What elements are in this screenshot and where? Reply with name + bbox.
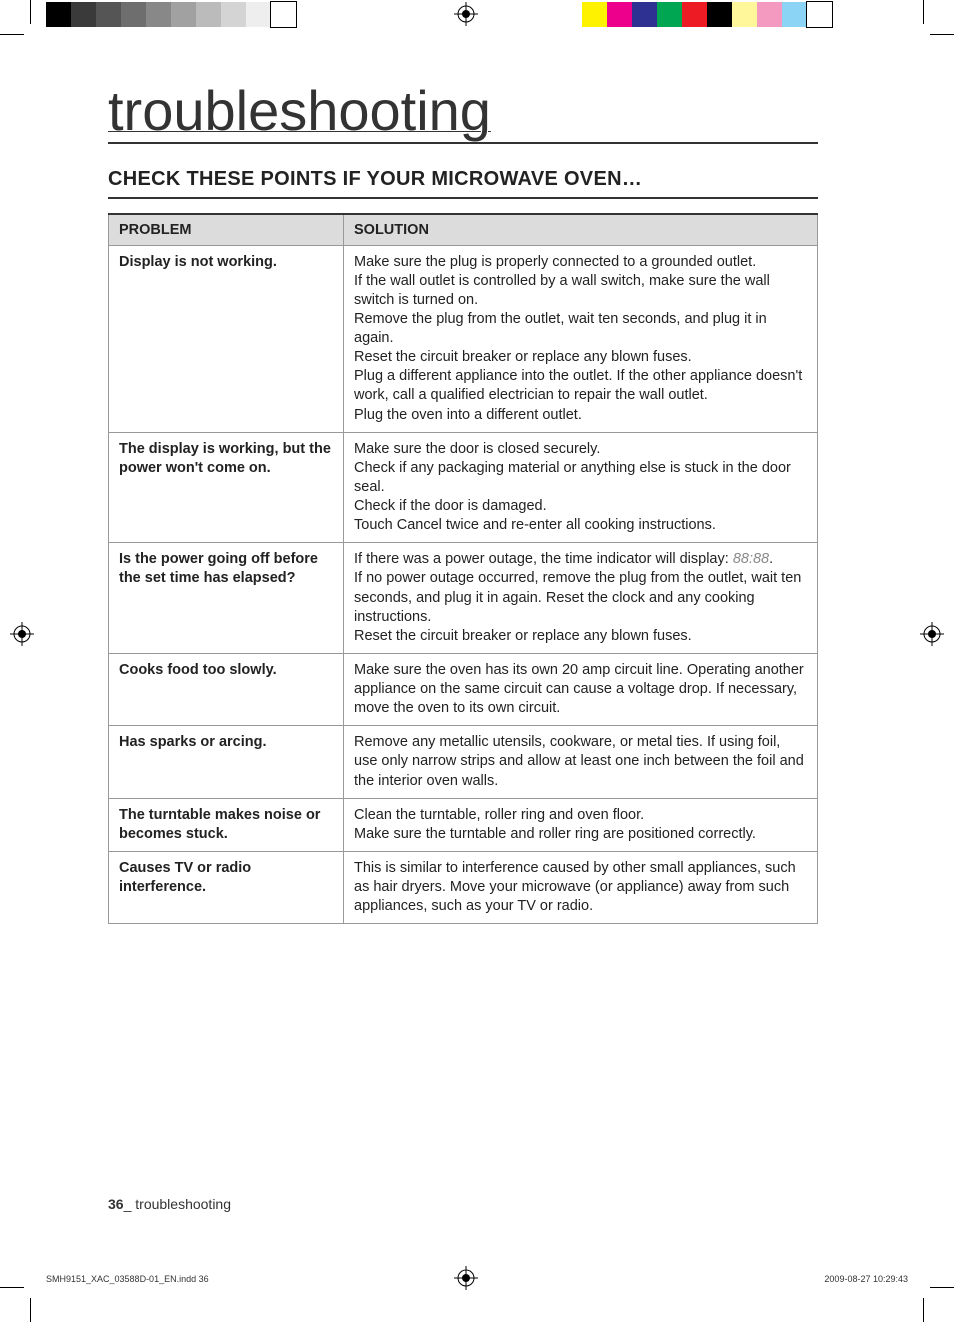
section-subtitle: CHECK THESE POINTS IF YOUR MICROWAVE OVE… xyxy=(108,168,818,199)
table-row: Causes TV or radio interference.This is … xyxy=(109,851,818,923)
problem-cell: Has sparks or arcing. xyxy=(109,726,344,798)
problem-cell: Causes TV or radio interference. xyxy=(109,851,344,923)
troubleshooting-table: PROBLEM SOLUTION Display is not working.… xyxy=(108,213,818,925)
problem-cell: The turntable makes noise or becomes stu… xyxy=(109,798,344,851)
table-header-problem: PROBLEM xyxy=(109,214,344,246)
registration-mark-icon xyxy=(454,1266,478,1290)
table-row: Is the power going off before the set ti… xyxy=(109,543,818,654)
page-number: 36 xyxy=(108,1196,124,1212)
table-row: The turntable makes noise or becomes stu… xyxy=(109,798,818,851)
footer-date: 2009-08-27 10:29:43 xyxy=(824,1274,908,1284)
table-row: The display is working, but the power wo… xyxy=(109,432,818,543)
registration-mark-icon xyxy=(920,622,944,646)
footer-file-info: SMH9151_XAC_03588D-01_EN.indd 36 xyxy=(46,1274,209,1284)
table-row: Display is not working.Make sure the plu… xyxy=(109,245,818,432)
registration-mark-icon xyxy=(454,2,478,26)
color-bar-cmyk xyxy=(582,2,832,27)
table-header-solution: SOLUTION xyxy=(344,214,818,246)
page-content: troubleshooting CHECK THESE POINTS IF YO… xyxy=(108,80,818,924)
solution-cell: Clean the turntable, roller ring and ove… xyxy=(344,798,818,851)
problem-cell: The display is working, but the power wo… xyxy=(109,432,344,543)
footer-section: troubleshooting xyxy=(135,1196,231,1212)
solution-cell: This is similar to interference caused b… xyxy=(344,851,818,923)
solution-cell: Remove any metallic utensils, cookware, … xyxy=(344,726,818,798)
solution-cell: Make sure the door is closed securely.Ch… xyxy=(344,432,818,543)
footer-page-number: 36_ troubleshooting xyxy=(108,1196,231,1212)
problem-cell: Cooks food too slowly. xyxy=(109,653,344,725)
table-row: Cooks food too slowly.Make sure the oven… xyxy=(109,653,818,725)
registration-mark-icon xyxy=(10,622,34,646)
page-title: troubleshooting xyxy=(108,80,818,144)
table-row: Has sparks or arcing.Remove any metallic… xyxy=(109,726,818,798)
color-bar-greyscale xyxy=(46,2,296,27)
solution-cell: If there was a power outage, the time in… xyxy=(344,543,818,654)
problem-cell: Is the power going off before the set ti… xyxy=(109,543,344,654)
solution-cell: Make sure the oven has its own 20 amp ci… xyxy=(344,653,818,725)
problem-cell: Display is not working. xyxy=(109,245,344,432)
footer-separator: _ xyxy=(124,1196,136,1212)
solution-cell: Make sure the plug is properly connected… xyxy=(344,245,818,432)
